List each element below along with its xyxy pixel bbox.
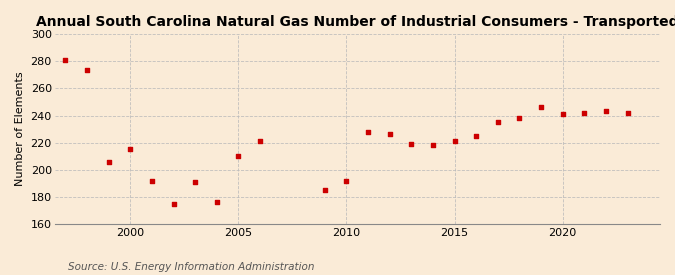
Point <box>125 147 136 152</box>
Y-axis label: Number of Elements: Number of Elements <box>15 72 25 186</box>
Point <box>103 160 114 164</box>
Point <box>493 120 504 125</box>
Point <box>254 139 265 144</box>
Point <box>536 105 547 110</box>
Point <box>384 132 395 137</box>
Point <box>406 142 416 146</box>
Point <box>449 139 460 144</box>
Text: Source: U.S. Energy Information Administration: Source: U.S. Energy Information Administ… <box>68 262 314 272</box>
Point <box>341 178 352 183</box>
Point <box>146 178 157 183</box>
Point <box>601 109 612 114</box>
Point <box>60 58 71 62</box>
Point <box>622 111 633 115</box>
Point <box>168 201 179 206</box>
Point <box>471 134 482 138</box>
Point <box>211 200 222 204</box>
Point <box>190 180 200 184</box>
Point <box>427 143 438 147</box>
Point <box>579 111 590 115</box>
Point <box>233 154 244 158</box>
Point <box>319 188 330 192</box>
Point <box>362 130 373 134</box>
Point <box>514 116 525 120</box>
Point <box>82 67 92 72</box>
Point <box>558 112 568 116</box>
Title: Annual South Carolina Natural Gas Number of Industrial Consumers - Transported: Annual South Carolina Natural Gas Number… <box>36 15 675 29</box>
